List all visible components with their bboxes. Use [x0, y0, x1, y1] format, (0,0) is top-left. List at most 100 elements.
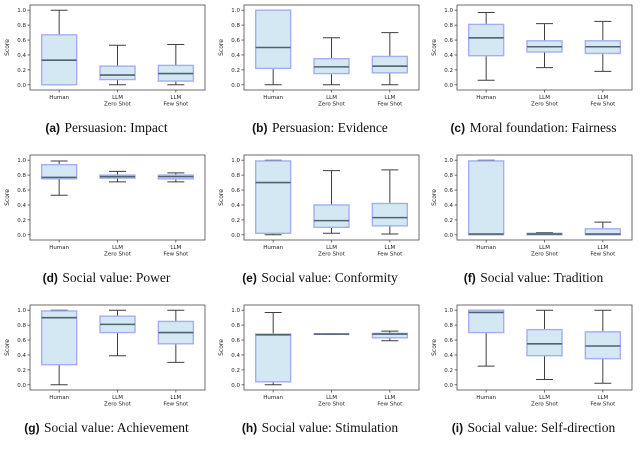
svg-text:Score: Score [431, 189, 438, 206]
svg-text:LLM: LLM [384, 95, 395, 101]
panel-social-conformity: 0.0 0.2 0.4 0.6 0.8 1.0 Score Human LLM Zero Shot… [214, 150, 427, 300]
svg-text:0.4: 0.4 [231, 353, 240, 359]
svg-text:Score: Score [218, 39, 225, 56]
svg-text:0.2: 0.2 [444, 68, 453, 74]
boxplot-canvas-f: 0.0 0.2 0.4 0.6 0.8 1.0 Score Human LLM Zero Shot… [427, 150, 640, 262]
boxplot-canvas-h: 0.0 0.2 0.4 0.6 0.8 1.0 Score Human LLM Zero Shot… [214, 300, 427, 412]
svg-text:Few Shot: Few Shot [590, 402, 616, 408]
svg-text:Score: Score [218, 189, 225, 206]
boxplot-canvas-b: 0.0 0.2 0.4 0.6 0.8 1.0 Score Human LLM Zero Shot… [214, 0, 427, 112]
svg-text:0.0: 0.0 [17, 83, 26, 89]
svg-text:0.6: 0.6 [444, 338, 453, 344]
svg-text:1.0: 1.0 [444, 308, 453, 314]
svg-text:1.0: 1.0 [444, 8, 453, 14]
caption-label-b: (b) [252, 121, 268, 135]
svg-text:LLM: LLM [384, 245, 395, 251]
svg-text:Human: Human [49, 245, 69, 251]
svg-text:LLM: LLM [539, 395, 550, 401]
caption-label-d: (d) [42, 271, 58, 285]
svg-text:0.6: 0.6 [17, 338, 26, 344]
svg-text:Human: Human [49, 95, 69, 101]
svg-text:0.2: 0.2 [444, 218, 453, 224]
svg-text:0.0: 0.0 [17, 233, 26, 239]
svg-text:LLM: LLM [539, 245, 550, 251]
svg-text:Few Shot: Few Shot [377, 252, 403, 258]
svg-text:LLM: LLM [112, 245, 123, 251]
svg-text:Zero Shot: Zero Shot [318, 402, 346, 408]
caption-title-g: Social value: Achievement [44, 420, 189, 435]
caption-label-i: (i) [451, 421, 464, 435]
svg-text:0.6: 0.6 [231, 38, 240, 44]
caption-label-c: (c) [450, 121, 466, 135]
caption-title-c: Moral foundation: Fairness [469, 120, 617, 135]
caption-label-f: (f) [463, 271, 476, 285]
svg-text:LLM: LLM [539, 95, 550, 101]
figure-caption-d: (d) Social value: Power [0, 269, 213, 287]
svg-text:0.2: 0.2 [231, 218, 240, 224]
svg-text:0.4: 0.4 [17, 53, 26, 59]
figure-caption-i: (i) Social value: Self-direction [427, 419, 640, 437]
svg-text:Human: Human [263, 245, 283, 251]
svg-text:LLM: LLM [326, 95, 337, 101]
panel-social-tradition: 0.0 0.2 0.4 0.6 0.8 1.0 Score Human LLM Zero Shot… [427, 150, 640, 300]
svg-text:0.0: 0.0 [231, 233, 240, 239]
boxplot-canvas-g: 0.0 0.2 0.4 0.6 0.8 1.0 Score Human LLM Zero Shot… [0, 300, 213, 412]
svg-text:Zero Shot: Zero Shot [531, 402, 559, 408]
caption-title-b: Persuasion: Evidence [271, 120, 388, 135]
svg-text:0.0: 0.0 [17, 383, 26, 389]
svg-text:LLM: LLM [597, 245, 608, 251]
svg-text:Human: Human [263, 395, 283, 401]
svg-text:0.4: 0.4 [231, 203, 240, 209]
svg-text:Score: Score [4, 189, 11, 206]
svg-text:0.2: 0.2 [231, 368, 240, 374]
svg-text:LLM: LLM [112, 395, 123, 401]
svg-text:0.8: 0.8 [444, 173, 453, 179]
svg-text:0.4: 0.4 [17, 203, 26, 209]
svg-text:0.4: 0.4 [444, 53, 453, 59]
figure-caption-h: (h) Social value: Stimulation [214, 419, 427, 437]
svg-text:Zero Shot: Zero Shot [104, 102, 132, 108]
svg-text:LLM: LLM [597, 95, 608, 101]
svg-text:Human: Human [263, 95, 283, 101]
caption-title-e: Social value: Conformity [261, 270, 398, 285]
svg-text:LLM: LLM [384, 395, 395, 401]
svg-text:0.4: 0.4 [444, 353, 453, 359]
svg-text:1.0: 1.0 [17, 8, 26, 14]
svg-text:0.8: 0.8 [17, 23, 26, 29]
svg-text:0.8: 0.8 [17, 323, 26, 329]
svg-text:Zero Shot: Zero Shot [318, 252, 346, 258]
svg-text:1.0: 1.0 [17, 158, 26, 164]
caption-title-i: Social value: Self-direction [467, 420, 616, 435]
svg-text:LLM: LLM [112, 95, 123, 101]
caption-label-h: (h) [241, 421, 258, 435]
panel-persuasion-evidence: 0.0 0.2 0.4 0.6 0.8 1.0 Score Human LLM Zero Shot… [214, 0, 427, 150]
svg-text:0.8: 0.8 [231, 23, 240, 29]
svg-text:0.2: 0.2 [231, 68, 240, 74]
svg-text:Human: Human [476, 95, 496, 101]
boxplot-canvas-a: 0.0 0.2 0.4 0.6 0.8 1.0 Score Human LLM Zero Shot… [0, 0, 213, 112]
svg-text:0.4: 0.4 [444, 203, 453, 209]
svg-text:LLM: LLM [170, 95, 181, 101]
svg-text:0.8: 0.8 [17, 173, 26, 179]
svg-text:Score: Score [4, 39, 11, 56]
caption-title-h: Social value: Stimulation [261, 420, 399, 435]
caption-title-d: Social value: Power [62, 270, 171, 285]
svg-text:Human: Human [476, 395, 496, 401]
svg-text:Few Shot: Few Shot [163, 102, 189, 108]
svg-text:1.0: 1.0 [17, 308, 26, 314]
svg-text:0.6: 0.6 [444, 188, 453, 194]
svg-text:0.2: 0.2 [444, 368, 453, 374]
boxplot-canvas-e: 0.0 0.2 0.4 0.6 0.8 1.0 Score Human LLM Zero Shot… [214, 150, 427, 262]
panel-social-achievement: 0.0 0.2 0.4 0.6 0.8 1.0 Score Human LLM Zero Shot… [0, 300, 213, 450]
svg-text:0.0: 0.0 [231, 83, 240, 89]
panel-social-power: 0.0 0.2 0.4 0.6 0.8 1.0 Score Human LLM Zero Shot… [0, 150, 213, 300]
svg-text:0.6: 0.6 [17, 188, 26, 194]
svg-text:Score: Score [431, 39, 438, 56]
svg-text:0.2: 0.2 [17, 368, 26, 374]
figure-caption-e: (e) Social value: Conformity [214, 269, 427, 287]
svg-text:0.6: 0.6 [231, 188, 240, 194]
svg-text:0.2: 0.2 [17, 218, 26, 224]
svg-text:0.8: 0.8 [444, 23, 453, 29]
svg-text:LLM: LLM [597, 395, 608, 401]
